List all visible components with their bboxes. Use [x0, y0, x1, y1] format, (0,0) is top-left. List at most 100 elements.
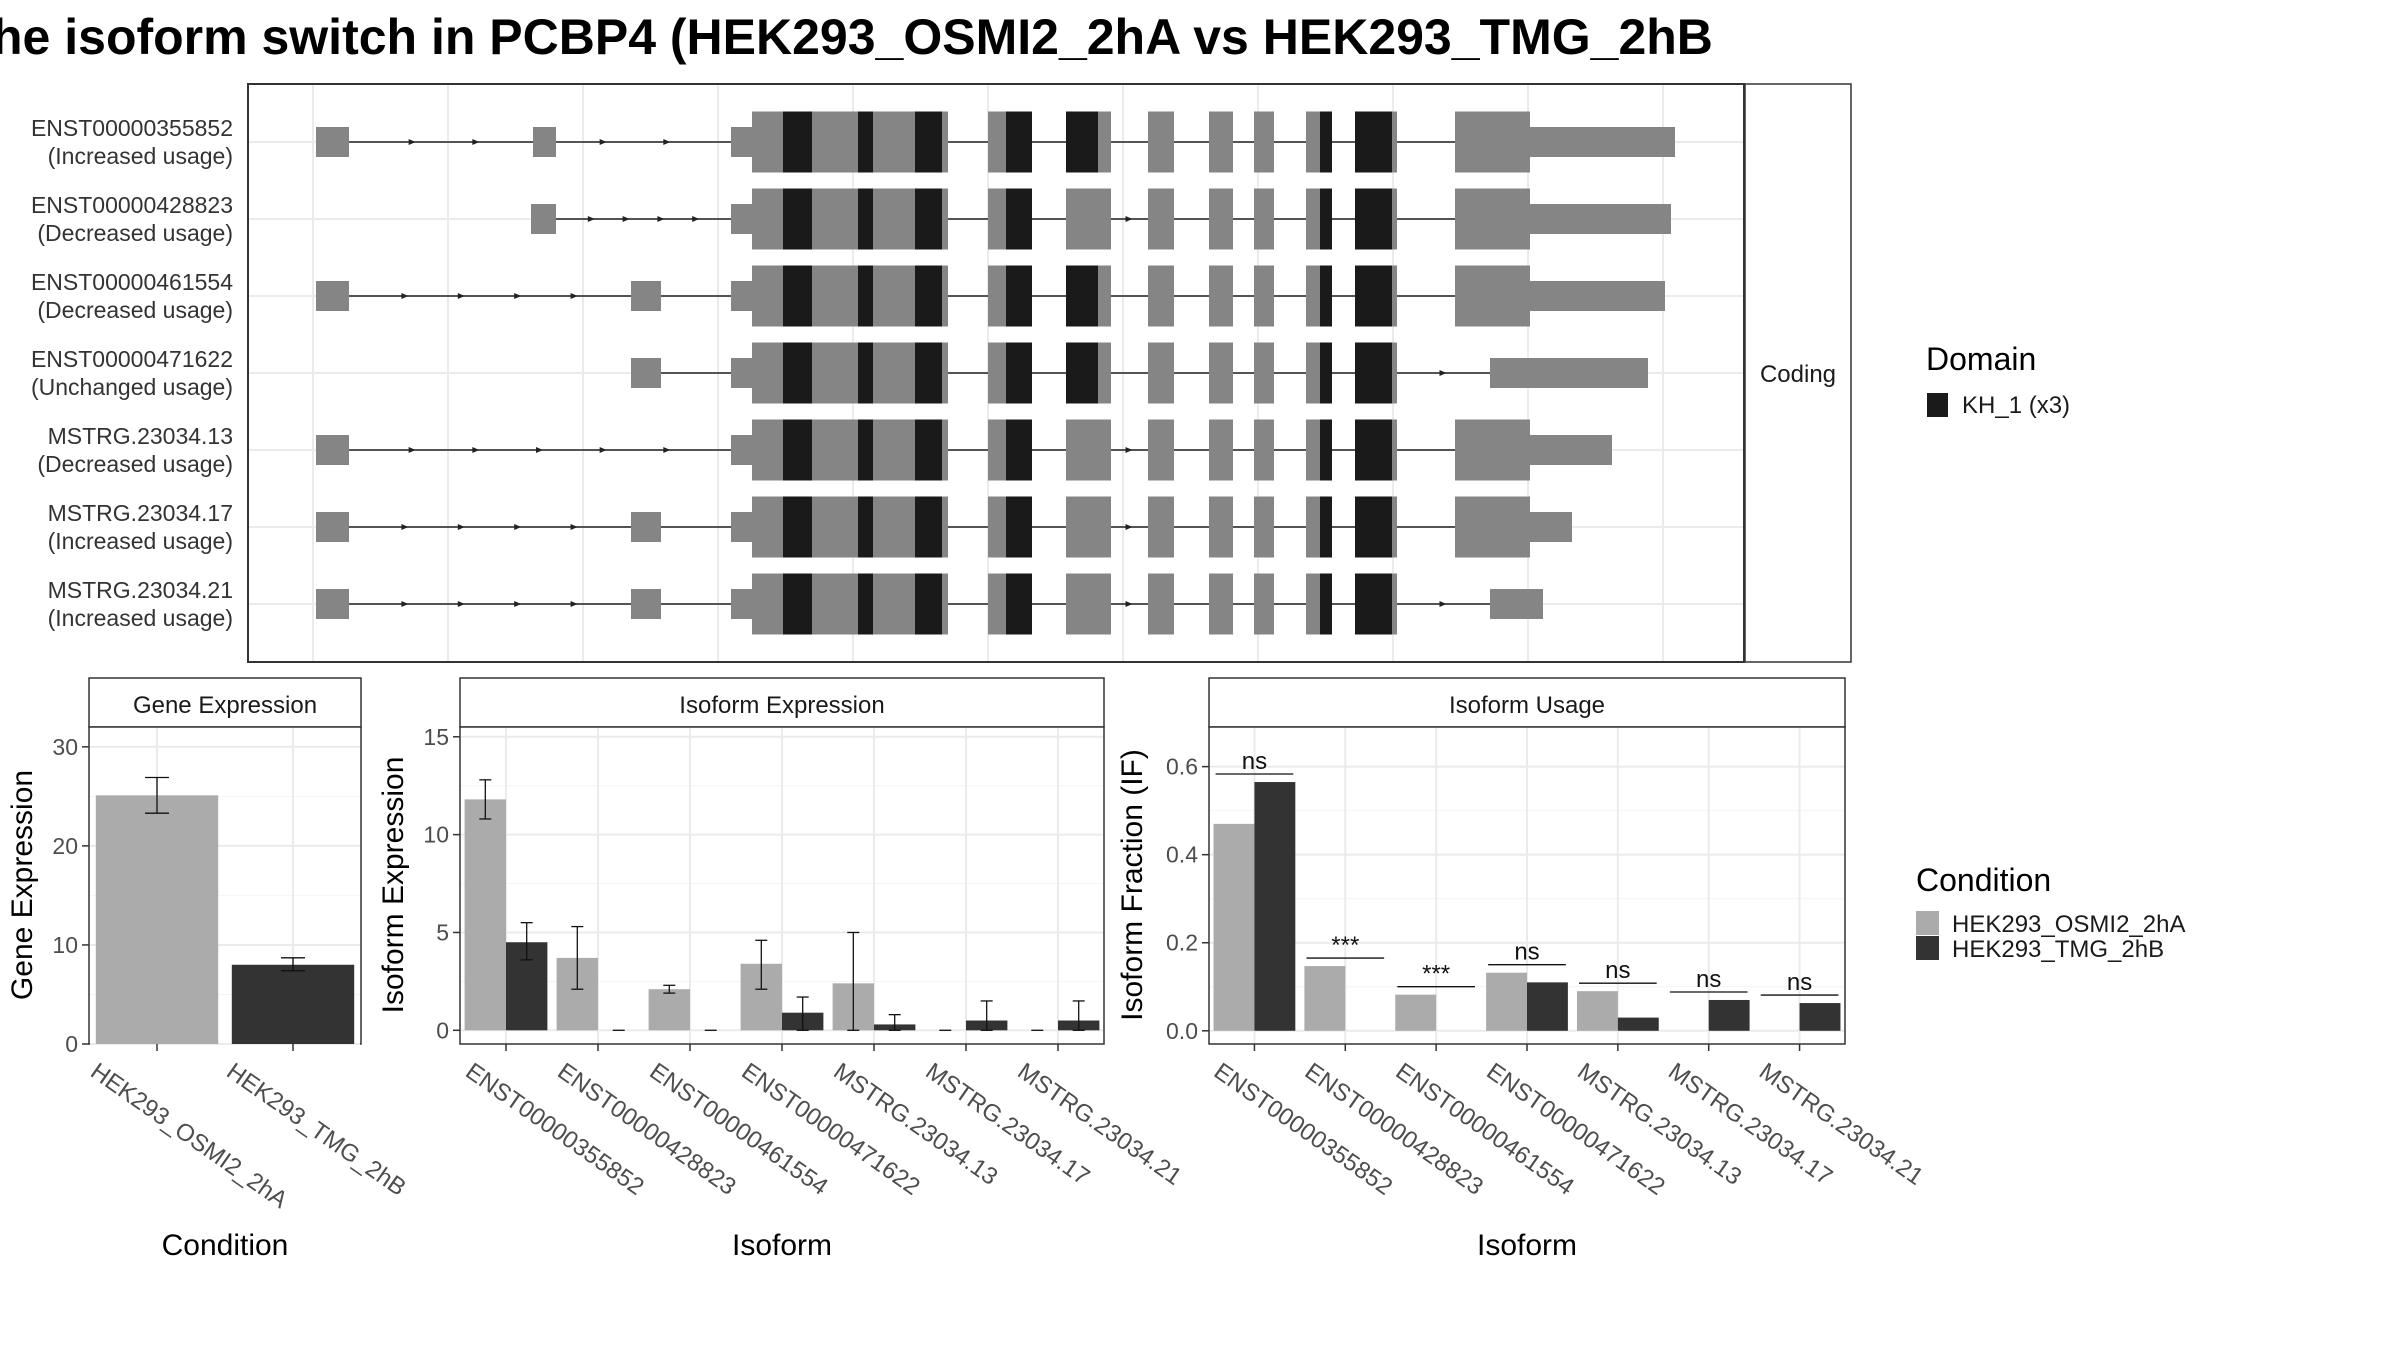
bar: [1617, 1017, 1659, 1031]
bar: [231, 964, 355, 1044]
exon: [812, 111, 827, 173]
exon: [1392, 265, 1397, 327]
exon: [752, 342, 783, 404]
gene-expression-xlabel: Condition: [162, 1229, 289, 1262]
exon: [1455, 496, 1530, 558]
gene-expression-panel: Gene Expression 0102030HEK293_OSMI2_2hAH…: [6, 677, 411, 1262]
significance-label: ns: [1242, 748, 1267, 775]
exon: [1508, 358, 1648, 388]
transcript-rows: [316, 111, 1675, 635]
exon: [1490, 589, 1508, 619]
y-tick-label: 5: [436, 919, 449, 945]
exon: [1098, 419, 1111, 481]
kh1-domain-exon: [858, 265, 873, 327]
transcript-usage-label: (Decreased usage): [37, 220, 233, 246]
intron-arrow: [457, 293, 465, 299]
bar: [1395, 994, 1437, 1031]
exon: [1306, 573, 1320, 635]
transcript-structure-panel: ENST00000355852 (Increased usage) ENST0000…: [31, 83, 1852, 663]
exon: [1209, 111, 1233, 173]
bar: [1799, 1003, 1841, 1031]
intron-arrow: [692, 216, 700, 222]
exon: [752, 419, 783, 481]
kh1-domain-exon: [1355, 419, 1392, 481]
exon: [1392, 573, 1397, 635]
kh1-domain-exon: [1066, 265, 1098, 327]
domain-legend-label: KH_1 (x3): [1962, 392, 2070, 419]
exon: [1254, 265, 1274, 327]
bar: [464, 799, 506, 1031]
exon: [316, 435, 349, 465]
kh1-domain-exon: [915, 265, 942, 327]
transcript-usage-label: (Unchanged usage): [31, 374, 233, 400]
exon: [1455, 265, 1530, 327]
exon: [873, 265, 915, 327]
exon: [1066, 419, 1098, 481]
exon: [1306, 265, 1320, 327]
condition-legend-title: Condition: [1916, 862, 2051, 898]
intron-arrow: [536, 447, 543, 453]
bar: [1708, 999, 1750, 1031]
kh1-domain-exon: [1320, 111, 1332, 173]
exon: [1530, 127, 1675, 157]
exon: [873, 188, 915, 250]
x-tick-label: MSTRG.23034.21: [1013, 1058, 1187, 1191]
kh1-domain-exon: [783, 111, 812, 173]
exon: [1148, 342, 1174, 404]
gene-expression-strip-title: Gene Expression: [133, 692, 317, 719]
exon: [1455, 419, 1530, 481]
exon: [1455, 111, 1530, 173]
isoform-usage-xlabel: Isoform: [1477, 1229, 1577, 1262]
exon: [1508, 589, 1543, 619]
transcript-row: [316, 496, 1572, 558]
exon: [1254, 496, 1274, 558]
intron-arrow: [472, 139, 480, 145]
exon: [1098, 573, 1111, 635]
exon: [942, 419, 948, 481]
kh1-domain-exon: [1320, 573, 1332, 635]
kh1-domain-exon: [915, 111, 942, 173]
intron-arrow: [408, 139, 416, 145]
intron-arrow: [408, 447, 416, 453]
exon: [873, 419, 915, 481]
exon: [731, 512, 752, 542]
transcript-id-label: ENST00000461554: [31, 269, 233, 295]
kh1-domain-exon: [858, 111, 873, 173]
bar: [95, 795, 219, 1044]
y-tick-label: 15: [423, 724, 449, 750]
bar: [1304, 966, 1346, 1031]
isoform-usage-ylabel: Isoform Fraction (IF): [1116, 749, 1149, 1021]
exon: [316, 127, 349, 157]
kh1-domain-exon: [1355, 573, 1392, 635]
exon: [1254, 342, 1274, 404]
kh1-domain-exon: [858, 573, 873, 635]
exon: [1066, 188, 1098, 250]
intron-arrow: [1125, 601, 1133, 607]
transcript-usage-label: (Increased usage): [48, 528, 233, 554]
intron-arrow: [1439, 601, 1447, 607]
transcript-id-label: ENST00000355852: [31, 115, 233, 141]
exon: [731, 435, 752, 465]
kh1-domain-exon: [915, 419, 942, 481]
exon: [1254, 188, 1274, 250]
transcript-labels: ENST00000355852 (Increased usage) ENST0000…: [31, 115, 233, 631]
isoform-usage-strip: [1208, 677, 1846, 728]
y-tick-label: 0.2: [1166, 930, 1198, 956]
y-tick-label: 0: [436, 1017, 449, 1043]
domain-legend-key-kh1: [1927, 393, 1948, 417]
exon: [631, 358, 661, 388]
kh1-domain-exon: [915, 342, 942, 404]
exon: [988, 188, 1006, 250]
y-tick-label: 20: [52, 833, 78, 859]
isoform-usage-panel: Isoform Usage 0.00.20.40.6ENST0000035585…: [1116, 677, 1928, 1262]
kh1-domain-exon: [1006, 188, 1032, 250]
kh1-domain-exon: [783, 265, 812, 327]
intron-arrow: [457, 601, 465, 607]
exon: [873, 573, 915, 635]
kh1-domain-exon: [1355, 496, 1392, 558]
exon: [942, 188, 948, 250]
intron-arrow: [401, 293, 409, 299]
domain-legend-title: Domain: [1926, 341, 2036, 377]
bar: [1486, 972, 1527, 1031]
exon: [1148, 188, 1174, 250]
